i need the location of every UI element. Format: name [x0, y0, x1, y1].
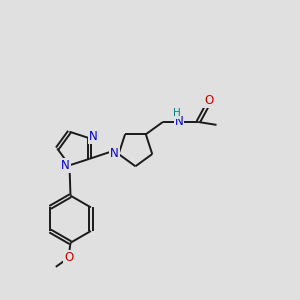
Text: N: N — [61, 159, 70, 172]
Text: O: O — [64, 251, 74, 264]
Text: N: N — [110, 147, 119, 160]
Text: N: N — [89, 130, 98, 143]
Text: N: N — [175, 116, 184, 128]
Text: O: O — [204, 94, 213, 107]
Text: H: H — [173, 108, 181, 118]
